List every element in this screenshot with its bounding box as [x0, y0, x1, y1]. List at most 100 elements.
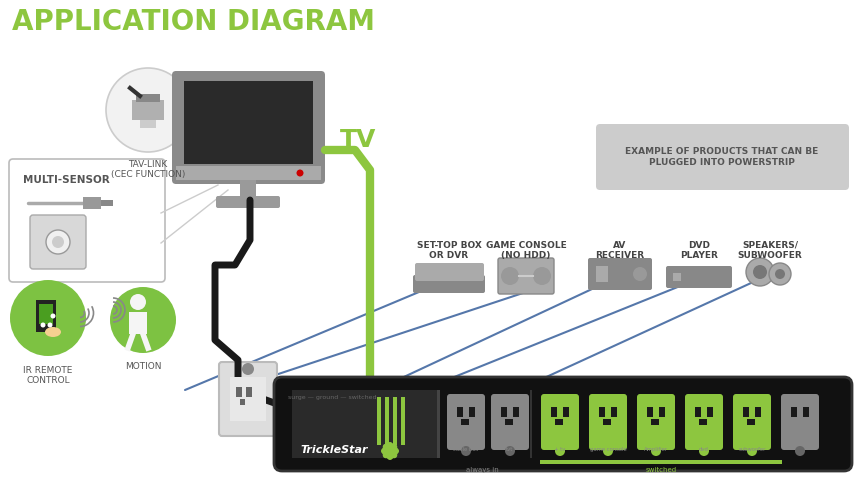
Text: TrickleStar: TrickleStar [300, 445, 368, 455]
Text: game console: game console [590, 447, 626, 452]
Text: GAME CONSOLE
(NO HDD): GAME CONSOLE (NO HDD) [486, 241, 566, 260]
FancyBboxPatch shape [588, 258, 652, 290]
Circle shape [769, 263, 791, 285]
Circle shape [382, 443, 398, 459]
Circle shape [651, 446, 661, 456]
Bar [563, 407, 569, 417]
Text: MOTION: MOTION [125, 362, 161, 371]
FancyBboxPatch shape [216, 196, 280, 208]
Bar [707, 407, 713, 417]
FancyBboxPatch shape [274, 377, 852, 471]
Bar [599, 407, 605, 417]
Bar [176, 166, 321, 180]
Bar [530, 390, 532, 458]
FancyBboxPatch shape [596, 124, 849, 190]
Bar [129, 312, 147, 334]
Bar [743, 407, 749, 417]
Bar [240, 180, 256, 200]
Circle shape [383, 452, 389, 458]
Text: + tv: + tv [554, 447, 566, 452]
Circle shape [52, 236, 64, 248]
Text: surge — ground — switched: surge — ground — switched [288, 395, 376, 400]
Bar [36, 300, 56, 332]
FancyBboxPatch shape [491, 394, 529, 450]
FancyBboxPatch shape [781, 394, 819, 450]
Circle shape [747, 446, 757, 456]
Circle shape [47, 323, 52, 328]
Bar [39, 304, 53, 324]
Bar [292, 390, 437, 458]
Bar [747, 419, 755, 425]
Text: TAV-LINK
(CEC FUNCTION): TAV-LINK (CEC FUNCTION) [111, 160, 185, 179]
Bar [540, 460, 782, 464]
Circle shape [393, 448, 399, 454]
FancyBboxPatch shape [415, 263, 484, 281]
Text: cable box: cable box [453, 447, 479, 452]
Circle shape [110, 287, 176, 353]
Bar [555, 419, 563, 425]
Text: Amplifier: Amplifier [644, 447, 668, 452]
FancyBboxPatch shape [498, 258, 554, 294]
Text: IR REMOTE
CONTROL: IR REMOTE CONTROL [23, 366, 73, 385]
Text: DVD
PLAYER: DVD PLAYER [680, 241, 718, 260]
Circle shape [10, 280, 86, 356]
Bar [659, 407, 665, 417]
Circle shape [242, 363, 254, 375]
Bar [83, 197, 101, 209]
FancyBboxPatch shape [172, 71, 325, 184]
Bar [513, 407, 519, 417]
Bar [457, 407, 463, 417]
Circle shape [40, 323, 45, 328]
Bar [132, 100, 164, 120]
Circle shape [51, 314, 56, 319]
Circle shape [746, 258, 774, 286]
Circle shape [130, 294, 146, 310]
Bar [246, 387, 252, 397]
Circle shape [381, 448, 387, 454]
Text: EXAMPLE OF PRODUCTS THAT CAN BE
PLUGGED INTO POWERSTRIP: EXAMPLE OF PRODUCTS THAT CAN BE PLUGGED … [626, 147, 818, 166]
Bar [101, 200, 113, 206]
Text: dvd: dvd [699, 447, 709, 452]
Text: MULTI-SENSOR: MULTI-SENSOR [23, 175, 110, 185]
Bar [437, 390, 440, 458]
Circle shape [555, 446, 565, 456]
Bar [377, 397, 381, 445]
Text: AV
RECEIVER: AV RECEIVER [596, 241, 644, 260]
FancyBboxPatch shape [219, 362, 277, 436]
Text: APPLICATION DIAGRAM: APPLICATION DIAGRAM [12, 8, 375, 36]
Bar [240, 399, 245, 405]
FancyBboxPatch shape [413, 275, 485, 293]
Bar [791, 407, 797, 417]
Bar [651, 419, 659, 425]
Bar [551, 407, 557, 417]
Circle shape [392, 444, 398, 450]
Text: tvt: tvt [506, 447, 513, 452]
Circle shape [533, 267, 551, 285]
FancyBboxPatch shape [637, 394, 675, 450]
Bar [136, 94, 160, 102]
Bar [803, 407, 809, 417]
Circle shape [387, 442, 393, 448]
FancyBboxPatch shape [685, 394, 723, 450]
Bar [469, 407, 475, 417]
FancyBboxPatch shape [447, 394, 485, 450]
FancyBboxPatch shape [30, 215, 86, 269]
FancyBboxPatch shape [541, 394, 579, 450]
Text: SET-TOP BOX
OR DVR: SET-TOP BOX OR DVR [417, 241, 482, 260]
Circle shape [383, 444, 389, 450]
Bar [695, 407, 701, 417]
FancyBboxPatch shape [733, 394, 771, 450]
Circle shape [461, 446, 471, 456]
Circle shape [775, 269, 785, 279]
Bar [611, 407, 617, 417]
Bar [401, 397, 405, 445]
Circle shape [46, 230, 70, 254]
Circle shape [633, 267, 647, 281]
Ellipse shape [45, 327, 61, 337]
Bar [699, 419, 707, 425]
Circle shape [699, 446, 709, 456]
FancyBboxPatch shape [589, 394, 627, 450]
Bar [184, 81, 313, 164]
Circle shape [106, 68, 190, 152]
Circle shape [392, 452, 398, 458]
